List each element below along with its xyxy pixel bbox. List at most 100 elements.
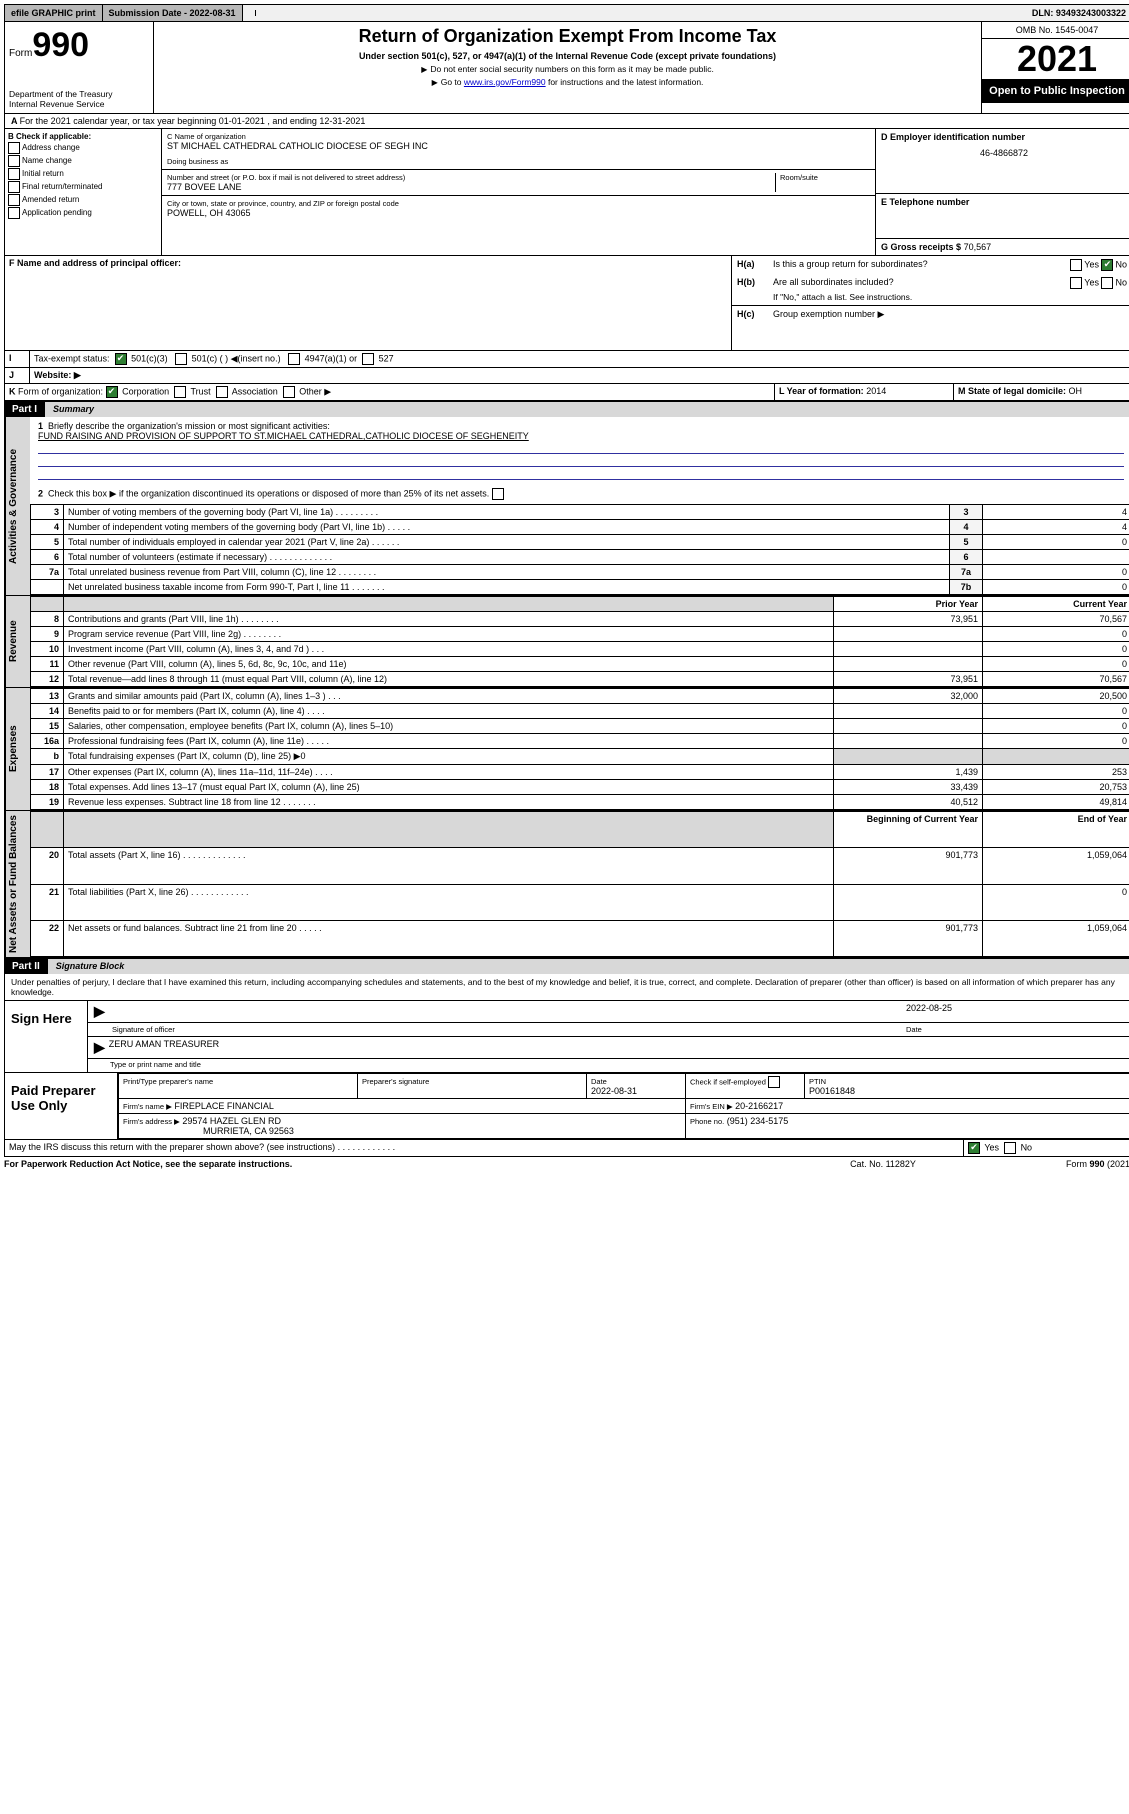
line-value: 0: [983, 580, 1129, 595]
arrow-icon: ▶: [94, 1039, 105, 1056]
omb-number: OMB No. 1545-0047: [982, 22, 1129, 39]
line-box: 3: [950, 505, 983, 520]
efile-print-button[interactable]: efile GRAPHIC print: [5, 5, 103, 21]
activities-governance: Activities & Governance 1 Briefly descri…: [4, 417, 1129, 596]
vtab-expenses: Expenses: [5, 688, 30, 810]
open-public-badge: Open to Public Inspection: [982, 79, 1129, 103]
current-value: 0: [983, 704, 1129, 719]
line-num: 12: [31, 672, 64, 687]
form-number: Form990: [9, 26, 149, 65]
line-text: Net unrelated business taxable income fr…: [64, 580, 950, 595]
prior-value: 32,000: [834, 689, 983, 704]
chk-discontinued[interactable]: [492, 488, 504, 500]
line-text: Program service revenue (Part VIII, line…: [64, 627, 834, 642]
street-address: 777 BOVEE LANE: [167, 182, 775, 192]
row-f-h: F Name and address of principal officer:…: [4, 256, 1129, 351]
line-box: 4: [950, 520, 983, 535]
sig-date: 2022-08-25: [906, 1003, 1126, 1020]
row-klm: K Form of organization: Corporation Trus…: [4, 384, 1129, 401]
chk-discuss-no[interactable]: [1004, 1142, 1016, 1154]
line-text: Total revenue—add lines 8 through 11 (mu…: [64, 672, 834, 687]
current-value: 0: [983, 642, 1129, 657]
note-link: Go to www.irs.gov/Form990 for instructio…: [162, 77, 973, 87]
chk-501c[interactable]: [175, 353, 187, 365]
chk-ha-yes[interactable]: [1070, 259, 1082, 271]
line-text: Number of voting members of the governin…: [64, 505, 950, 520]
line-num: 11: [31, 657, 64, 672]
perjury-declaration: Under penalties of perjury, I declare th…: [4, 974, 1129, 1001]
chk-hb-yes[interactable]: [1070, 277, 1082, 289]
state-domicile: OH: [1069, 386, 1083, 396]
cat-no: Cat. No. 11282Y: [783, 1159, 983, 1169]
line-text: Total unrelated business revenue from Pa…: [64, 565, 950, 580]
line-num: 17: [31, 765, 64, 780]
prior-value: [834, 657, 983, 672]
chk-name-change[interactable]: [8, 155, 20, 167]
chk-527[interactable]: [362, 353, 374, 365]
sig-officer-label: Signature of officer: [94, 1025, 906, 1034]
current-value: 70,567: [983, 612, 1129, 627]
chk-amended[interactable]: [8, 194, 20, 206]
chk-4947[interactable]: [288, 353, 300, 365]
chk-hb-no[interactable]: [1101, 277, 1113, 289]
net-assets-section: Net Assets or Fund Balances Beginning of…: [4, 811, 1129, 958]
chk-address-change[interactable]: [8, 142, 20, 154]
chk-assoc[interactable]: [216, 386, 228, 398]
sig-date-label: Date: [906, 1025, 1126, 1034]
line-text: Total expenses. Add lines 13–17 (must eq…: [64, 780, 834, 795]
form-header: Form990 Department of the Treasury Inter…: [4, 22, 1129, 114]
sign-here-block: Sign Here ▶ 2022-08-25 Signature of offi…: [4, 1001, 1129, 1073]
dba-label: Doing business as: [167, 157, 870, 166]
line-num: 3: [31, 505, 64, 520]
chk-initial-return[interactable]: [8, 168, 20, 180]
chk-ha-no[interactable]: [1101, 259, 1113, 271]
addr-label: Number and street (or P.O. box if mail i…: [167, 173, 775, 182]
f-label: F Name and address of principal officer:: [9, 258, 181, 268]
line-num: 22: [31, 920, 64, 956]
city-label: City or town, state or province, country…: [167, 199, 870, 208]
chk-trust[interactable]: [174, 386, 186, 398]
net-assets-table: Beginning of Current YearEnd of Year20To…: [30, 811, 1129, 957]
firm-name: FIREPLACE FINANCIAL: [174, 1101, 274, 1111]
irs-link[interactable]: www.irs.gov/Form990: [464, 77, 546, 87]
col-header: Current Year: [983, 597, 1129, 612]
paid-preparer-label: Paid Preparer Use Only: [5, 1073, 118, 1139]
line-value: 0: [983, 565, 1129, 580]
gross-receipts: 70,567: [964, 242, 992, 252]
current-value: 20,753: [983, 780, 1129, 795]
arrow-icon: ▶: [94, 1003, 105, 1020]
line-value: 4: [983, 505, 1129, 520]
room-label: Room/suite: [780, 173, 870, 182]
line-num: b: [31, 749, 64, 765]
line-num: 8: [31, 612, 64, 627]
line-text: Number of independent voting members of …: [64, 520, 950, 535]
current-value: 0: [983, 627, 1129, 642]
hb-note: If "No," attach a list. See instructions…: [732, 292, 1129, 305]
line-box: 7b: [950, 580, 983, 595]
chk-501c3[interactable]: [115, 353, 127, 365]
part-ii-header: Part II Signature Block: [4, 958, 1129, 974]
firm-ein: 20-2166217: [735, 1101, 783, 1111]
chk-app-pending[interactable]: [8, 207, 20, 219]
org-name: ST MICHAEL CATHEDRAL CATHOLIC DIOCESE OF…: [167, 141, 870, 151]
e-phone-label: E Telephone number: [881, 197, 1127, 207]
chk-self-employed[interactable]: [768, 1076, 780, 1088]
chk-discuss-yes[interactable]: [968, 1142, 980, 1154]
paid-preparer-block: Paid Preparer Use Only Print/Type prepar…: [4, 1073, 1129, 1140]
row-i: I Tax-exempt status: 501(c)(3) 501(c) ( …: [4, 351, 1129, 368]
current-value: 1,059,064: [983, 920, 1129, 956]
prior-value: [834, 734, 983, 749]
line-text: Total number of volunteers (estimate if …: [64, 550, 950, 565]
prior-value: [834, 884, 983, 920]
line-num: [31, 580, 64, 595]
officer-name-label: Type or print name and title: [88, 1059, 1129, 1072]
c-name-label: C Name of organization: [167, 132, 870, 141]
line-num: 20: [31, 848, 64, 884]
chk-other[interactable]: [283, 386, 295, 398]
chk-final-return[interactable]: [8, 181, 20, 193]
line-text: Total liabilities (Part X, line 26) . . …: [64, 884, 834, 920]
line-num: 21: [31, 884, 64, 920]
hb-text: Are all subordinates included?: [773, 277, 1070, 289]
spacer: [243, 10, 256, 16]
chk-corp[interactable]: [106, 386, 118, 398]
